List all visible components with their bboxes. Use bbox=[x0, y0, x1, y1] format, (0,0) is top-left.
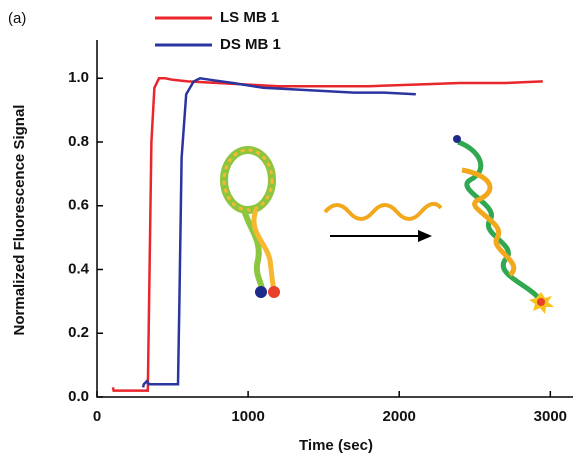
y-axis-title: Normalized Fluorescence Signal bbox=[11, 105, 28, 336]
duplex-illustration bbox=[453, 135, 554, 314]
x-tick-label: 1000 bbox=[231, 408, 264, 425]
x-tick-label: 3000 bbox=[534, 408, 567, 425]
legend-label: DS MB 1 bbox=[220, 36, 281, 53]
y-tick-label: 0.6 bbox=[68, 197, 89, 214]
y-tick-label: 0.0 bbox=[68, 388, 89, 405]
hairpin-illustration bbox=[220, 146, 280, 298]
y-tick-label: 0.4 bbox=[68, 260, 90, 277]
x-tick-label: 2000 bbox=[383, 408, 416, 425]
legend-label: LS MB 1 bbox=[220, 9, 279, 26]
y-tick-label: 0.2 bbox=[68, 324, 89, 341]
x-tick-label: 0 bbox=[93, 408, 101, 425]
y-tick-label: 1.0 bbox=[68, 69, 89, 86]
axis-frame bbox=[96, 40, 573, 398]
y-tick-label: 0.8 bbox=[68, 133, 89, 150]
series-line bbox=[111, 77, 543, 392]
series-line bbox=[141, 77, 416, 388]
target-strand-illustration bbox=[323, 201, 443, 242]
x-axis-title: Time (sec) bbox=[299, 437, 373, 454]
panel-label: (a) bbox=[8, 10, 26, 27]
